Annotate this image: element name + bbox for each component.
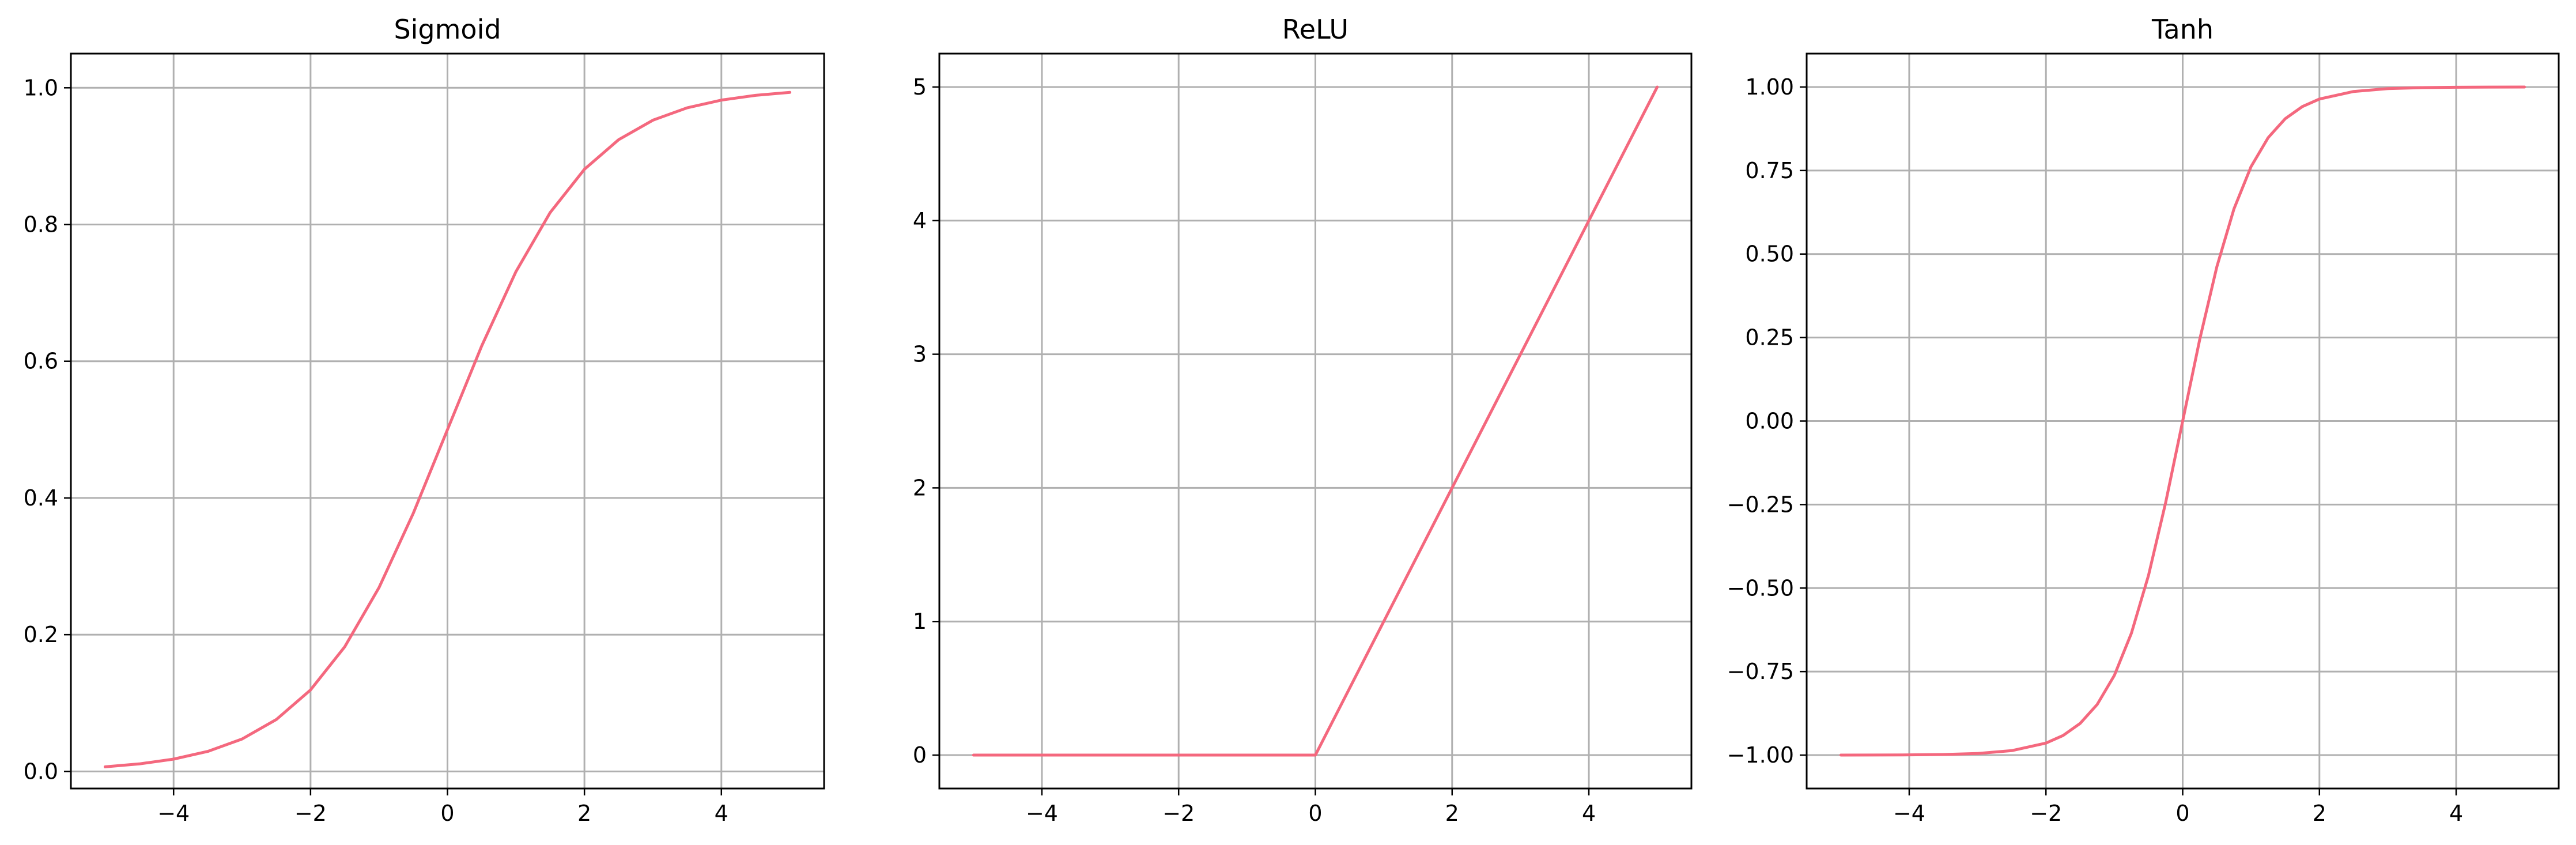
sigmoid-x-tick-label: 0 <box>440 801 454 826</box>
relu-curve <box>972 85 1659 757</box>
relu-title: ReLU <box>1282 14 1349 45</box>
relu-x-tick-label: 2 <box>1445 801 1459 826</box>
tanh-y-tick-label: 0.50 <box>1745 242 1794 267</box>
tanh-x-tick-label: −2 <box>2030 801 2062 826</box>
relu-y-tick-label: 1 <box>913 609 927 634</box>
relu-x-tick-label: 4 <box>1582 801 1596 826</box>
sigmoid-title: Sigmoid <box>394 14 501 45</box>
tanh-title: Tanh <box>2151 14 2214 45</box>
tanh-y-tick-label: 1.00 <box>1745 74 1794 100</box>
tanh-x-tick-label: 4 <box>2449 801 2463 826</box>
sigmoid-curve <box>103 90 792 768</box>
relu-x-tick-label: −2 <box>1162 801 1195 826</box>
relu-y-tick-label: 3 <box>913 342 927 367</box>
relu-panel: −4 −2 0 2 4 0 1 2 3 4 5 ReLU <box>913 14 1693 826</box>
tanh-x-tick-label: 0 <box>2175 801 2189 826</box>
tanh-panel: −4 −2 0 2 4 −1.00 −0.75 −0.50 −0.25 0.00 0.25 0.50 0… <box>1727 14 2560 826</box>
sigmoid-y-tick-label: 0.8 <box>24 212 58 237</box>
tanh-y-tick-label: 0.00 <box>1745 409 1794 434</box>
tanh-y-tick-label: 0.75 <box>1745 158 1794 183</box>
relu-y-tick-label: 5 <box>913 74 927 100</box>
tanh-y-tick-label: −1.00 <box>1727 742 1794 768</box>
sigmoid-x-tick-label: 2 <box>577 801 591 826</box>
tanh-y-tick-label: 0.25 <box>1745 325 1794 350</box>
relu-y-tick-label: 2 <box>913 475 927 500</box>
tanh-y-tick-label: −0.50 <box>1727 575 1794 601</box>
tanh-y-tick-label: −0.25 <box>1727 492 1794 517</box>
sigmoid-x-tick-label: −4 <box>157 801 190 826</box>
sigmoid-y-tick-label: 0.4 <box>24 485 58 511</box>
tanh-y-tick-label: −0.75 <box>1727 659 1794 684</box>
relu-y-tick-label: 4 <box>913 208 927 233</box>
tanh-x-tick-label: −4 <box>1893 801 1925 826</box>
sigmoid-y-tick-label: 1.0 <box>24 75 58 100</box>
relu-y-tick-label: 0 <box>913 742 927 768</box>
tanh-curve <box>1839 85 2526 757</box>
sigmoid-y-tick-label: 0.2 <box>24 622 58 647</box>
sigmoid-y-tick-label: 0.0 <box>24 759 58 784</box>
relu-x-tick-label: −4 <box>1026 801 1058 826</box>
sigmoid-y-tick-label: 0.6 <box>24 349 58 374</box>
relu-x-tick-label: 0 <box>1308 801 1322 826</box>
sigmoid-x-tick-label: 4 <box>715 801 728 826</box>
tanh-x-tick-label: 2 <box>2313 801 2326 826</box>
sigmoid-panel: −4 −2 0 2 4 0.0 0.2 0.4 0.6 0.8 1.0 Sigmoid <box>24 14 825 826</box>
sigmoid-x-tick-label: −2 <box>294 801 327 826</box>
